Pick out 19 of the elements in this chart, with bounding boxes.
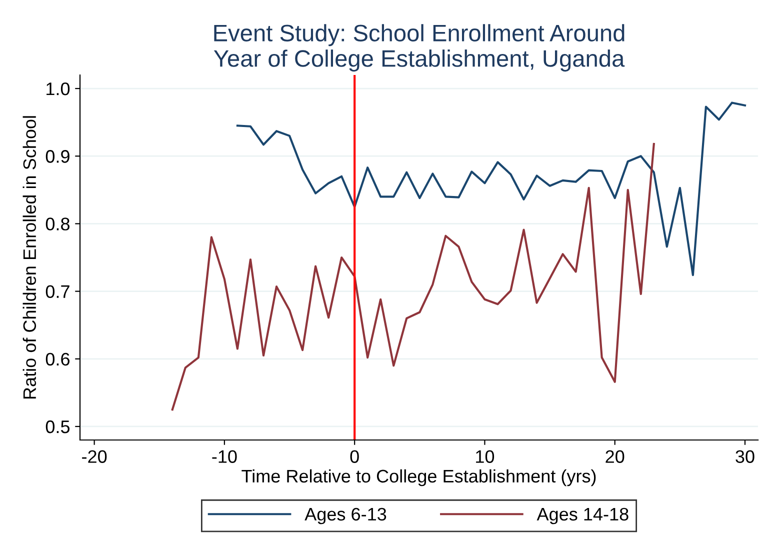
line-series bbox=[236, 102, 746, 276]
x-tick-label: 10 bbox=[476, 450, 494, 463]
legend-label: Ages 14-18 bbox=[536, 508, 628, 524]
y-tick-label: 0.9 bbox=[46, 150, 70, 163]
y-tick-label: 0.5 bbox=[46, 420, 70, 434]
x-tick-label: 30 bbox=[736, 450, 754, 463]
y-tick-label: 0.8 bbox=[46, 218, 70, 230]
x-tick-label: 0 bbox=[350, 450, 359, 463]
y-tick-label: 0.7 bbox=[46, 285, 70, 298]
chart-title: Event Study: School Enrollment Around Year of College Establishment, Uganda bbox=[214, 24, 625, 72]
x-tick-label: 20 bbox=[606, 450, 624, 463]
y-tick-label: 0.6 bbox=[46, 352, 70, 366]
x-tick-label: -20 bbox=[82, 450, 107, 463]
x-tick-label: -10 bbox=[212, 450, 237, 463]
x-axis-title: Time Relative to College Establishment (yrs) bbox=[242, 469, 596, 486]
y-tick-label: 1.0 bbox=[46, 82, 70, 96]
y-axis-title: Ratio of Children Enrolled in School bbox=[22, 116, 36, 399]
line-series bbox=[171, 142, 655, 411]
legend-label: Ages 6-13 bbox=[304, 508, 386, 524]
